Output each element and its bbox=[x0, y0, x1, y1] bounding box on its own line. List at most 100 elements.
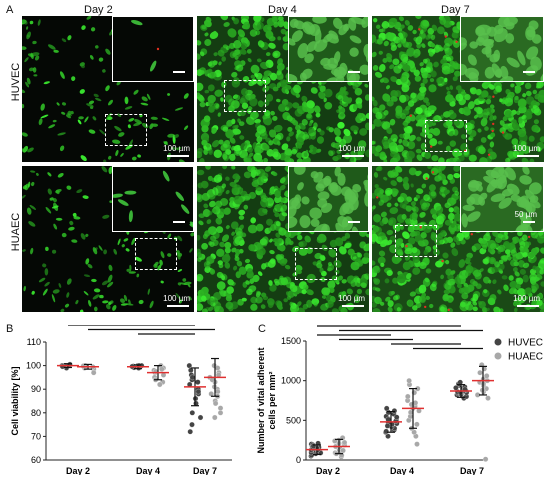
chart-cell-viability: 60 70 80 90 100 110 Day 2 Day 4 Day 7 Cell viabil… bbox=[10, 325, 232, 475]
zoom-inset bbox=[460, 16, 544, 82]
micrograph-huaec-day2: 100 µm bbox=[22, 166, 194, 312]
data-point bbox=[384, 423, 391, 429]
data-point bbox=[189, 374, 196, 381]
inset-scale-bar bbox=[173, 221, 185, 223]
micrograph-huaec-day4: 100 µm bbox=[197, 166, 369, 312]
zoom-inset bbox=[288, 16, 369, 82]
data-point bbox=[214, 365, 221, 371]
x-tick-label: Day 2 bbox=[66, 466, 90, 475]
legend-marker bbox=[494, 338, 502, 346]
data-point bbox=[189, 410, 196, 416]
column-header-day7: Day 7 bbox=[441, 4, 470, 16]
x-tick-label: Day 4 bbox=[136, 466, 160, 475]
data-point bbox=[485, 395, 491, 401]
micrograph-huvec-day2: 100 µm bbox=[22, 16, 194, 162]
y-tick-label: 70 bbox=[31, 431, 41, 441]
panel-a-label: A bbox=[6, 4, 14, 16]
scale-bar-label: 100 µm bbox=[338, 144, 365, 153]
scale-bar-label: 100 µm bbox=[163, 144, 190, 153]
panel-b-label: B bbox=[6, 323, 14, 335]
region-of-interest-box bbox=[295, 248, 337, 280]
region-of-interest-box bbox=[395, 225, 437, 257]
data-point bbox=[383, 405, 390, 412]
y-tick-label: 500 bbox=[286, 415, 301, 425]
data-point bbox=[187, 428, 193, 435]
y-tick-label: 100 bbox=[26, 361, 41, 371]
chart-vital-adherent-cells: 0 500 1000 1500 Day 2 Day 4 Day 7 Number of vit… bbox=[256, 325, 543, 475]
y-tick-label: 110 bbox=[27, 337, 41, 347]
inset-scale-bar bbox=[173, 71, 185, 73]
y-axis-label: cells per mm² bbox=[267, 371, 277, 429]
zoom-inset bbox=[288, 166, 369, 232]
y-tick-label: 80 bbox=[31, 408, 41, 418]
scale-bar bbox=[167, 155, 189, 157]
region-of-interest-box bbox=[425, 120, 467, 152]
panel-c-label: C bbox=[258, 323, 266, 335]
scale-bar-label: 100 µm bbox=[163, 294, 190, 303]
scale-bar bbox=[167, 305, 189, 307]
y-tick-label: 0 bbox=[296, 455, 301, 465]
y-axis-label: Cell viability [%] bbox=[10, 366, 20, 435]
data-point bbox=[341, 439, 348, 446]
micrograph-huvec-day4: 100 µm bbox=[197, 16, 369, 162]
row-label-huaec: HUAEC bbox=[10, 212, 22, 252]
inset-scale-bar bbox=[523, 221, 535, 223]
legend-marker bbox=[494, 352, 502, 360]
zoom-inset bbox=[112, 166, 194, 232]
region-of-interest-box bbox=[224, 80, 266, 112]
region-of-interest-box bbox=[135, 238, 177, 270]
data-point bbox=[483, 373, 490, 379]
data-point bbox=[214, 388, 221, 395]
scale-bar bbox=[342, 155, 364, 157]
micrograph-huaec-day7: 50 µm 100 µm bbox=[372, 166, 544, 312]
x-tick-label: Day 4 bbox=[390, 466, 414, 475]
data-point bbox=[159, 366, 165, 372]
legend-label: HUVEC bbox=[508, 338, 543, 349]
x-tick-label: Day 7 bbox=[460, 466, 484, 475]
y-tick-label: 90 bbox=[31, 384, 41, 394]
data-point bbox=[393, 414, 400, 420]
scale-bar bbox=[342, 305, 364, 307]
data-point bbox=[414, 441, 420, 447]
data-point bbox=[340, 447, 346, 454]
data-point bbox=[195, 379, 201, 385]
inset-scale-bar bbox=[348, 221, 360, 223]
y-tick-label: 1000 bbox=[281, 376, 301, 386]
data-point bbox=[90, 369, 97, 376]
data-point bbox=[453, 385, 459, 391]
zoom-inset: 50 µm bbox=[460, 166, 544, 232]
data-point bbox=[477, 369, 483, 376]
inset-scale-bar bbox=[348, 71, 360, 73]
inset-scale-label: 50 µm bbox=[514, 210, 537, 219]
micrograph-huvec-day7: 100 µm bbox=[372, 16, 544, 162]
data-point bbox=[405, 393, 411, 400]
scale-bar-label: 100 µm bbox=[513, 294, 540, 303]
y-tick-label: 60 bbox=[31, 455, 41, 465]
data-point bbox=[212, 414, 218, 421]
data-point bbox=[157, 381, 163, 388]
scale-bar-label: 100 µm bbox=[513, 144, 540, 153]
data-point bbox=[59, 363, 66, 370]
inset-scale-bar bbox=[523, 71, 535, 73]
data-point bbox=[406, 377, 412, 384]
data-point bbox=[391, 408, 398, 414]
data-point bbox=[414, 421, 420, 428]
zoom-inset bbox=[112, 16, 194, 82]
column-header-day4: Day 4 bbox=[268, 4, 297, 16]
data-point bbox=[212, 400, 219, 407]
region-of-interest-box bbox=[105, 114, 147, 146]
data-point bbox=[310, 443, 317, 449]
scale-bar-label: 100 µm bbox=[338, 294, 365, 303]
scale-bar bbox=[517, 155, 539, 157]
x-tick-label: Day 7 bbox=[193, 466, 217, 475]
y-tick-label: 1500 bbox=[281, 336, 301, 346]
row-label-huvec: HUVEC bbox=[10, 62, 22, 102]
data-point bbox=[217, 410, 224, 416]
legend-label: HUAEC bbox=[508, 352, 543, 363]
data-point bbox=[383, 428, 389, 435]
column-header-day2: Day 2 bbox=[84, 4, 113, 16]
y-axis-label: Number of vital adherent bbox=[256, 347, 266, 453]
data-point bbox=[189, 421, 195, 428]
data-point bbox=[195, 388, 202, 395]
